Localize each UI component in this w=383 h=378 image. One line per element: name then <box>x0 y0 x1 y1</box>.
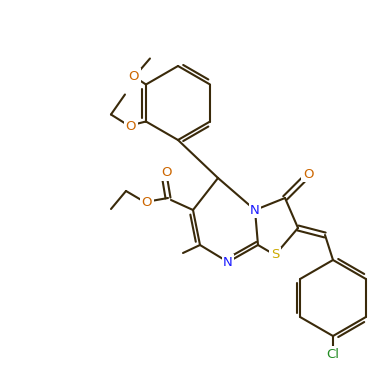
Text: N: N <box>223 256 233 268</box>
Text: N: N <box>250 203 260 217</box>
Text: O: O <box>161 166 171 180</box>
Text: Cl: Cl <box>326 347 339 361</box>
Text: O: O <box>142 197 152 209</box>
Text: O: O <box>126 120 136 133</box>
Text: O: O <box>303 167 313 181</box>
Text: O: O <box>129 70 139 83</box>
Text: S: S <box>271 248 279 262</box>
